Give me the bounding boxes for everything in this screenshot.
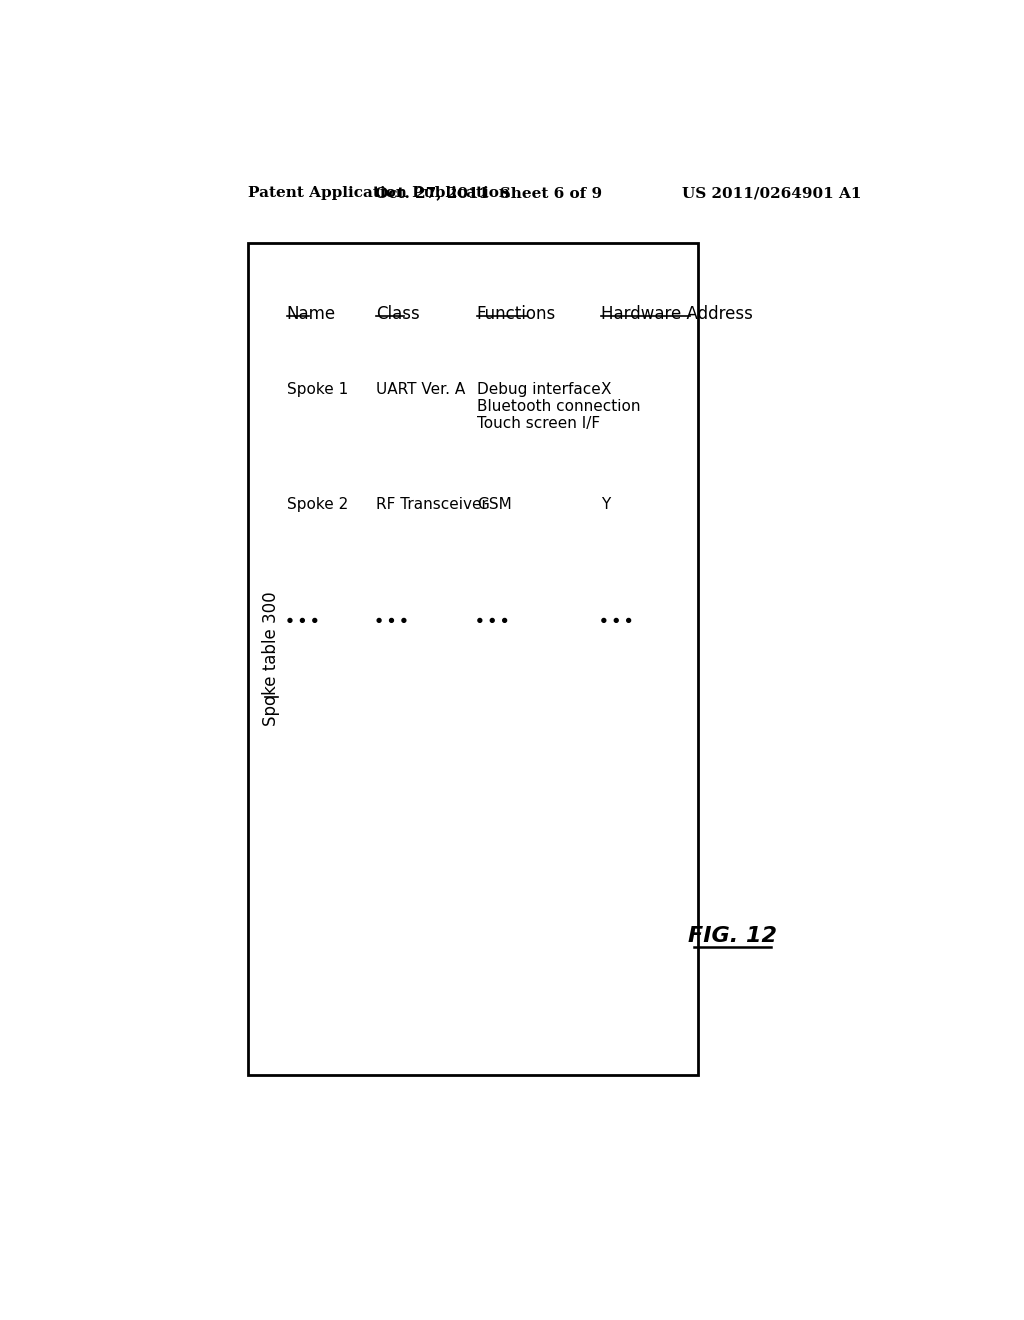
- Text: UART Ver. A: UART Ver. A: [376, 381, 465, 397]
- Text: RF Transceiver: RF Transceiver: [376, 498, 487, 512]
- Text: Spoke 2: Spoke 2: [287, 498, 348, 512]
- Text: Class: Class: [376, 305, 420, 322]
- Bar: [248, 243, 697, 1074]
- Circle shape: [503, 619, 507, 622]
- Text: Functions: Functions: [477, 305, 556, 322]
- Text: GSM: GSM: [477, 498, 512, 512]
- Circle shape: [288, 619, 292, 622]
- Text: Oct. 27, 2011  Sheet 6 of 9: Oct. 27, 2011 Sheet 6 of 9: [375, 186, 602, 201]
- Circle shape: [478, 619, 481, 622]
- Text: FIG. 12: FIG. 12: [688, 927, 777, 946]
- Text: X: X: [601, 381, 611, 397]
- Circle shape: [627, 619, 631, 622]
- Text: Debug interface: Debug interface: [477, 381, 600, 397]
- Text: Y: Y: [601, 498, 610, 512]
- Text: Spoke table 300: Spoke table 300: [262, 591, 281, 726]
- Text: Spoke 1: Spoke 1: [287, 381, 348, 397]
- Circle shape: [300, 619, 304, 622]
- Text: Name: Name: [287, 305, 336, 322]
- Circle shape: [377, 619, 381, 622]
- Text: Patent Application Publication: Patent Application Publication: [248, 186, 510, 201]
- Circle shape: [602, 619, 606, 622]
- Circle shape: [490, 619, 495, 622]
- Circle shape: [313, 619, 316, 622]
- Text: Bluetooth connection: Bluetooth connection: [477, 399, 640, 413]
- Text: US 2011/0264901 A1: US 2011/0264901 A1: [682, 186, 861, 201]
- Circle shape: [614, 619, 618, 622]
- Circle shape: [389, 619, 393, 622]
- Text: Hardware Address: Hardware Address: [601, 305, 753, 322]
- Circle shape: [402, 619, 406, 622]
- Text: Touch screen I/F: Touch screen I/F: [477, 416, 600, 430]
